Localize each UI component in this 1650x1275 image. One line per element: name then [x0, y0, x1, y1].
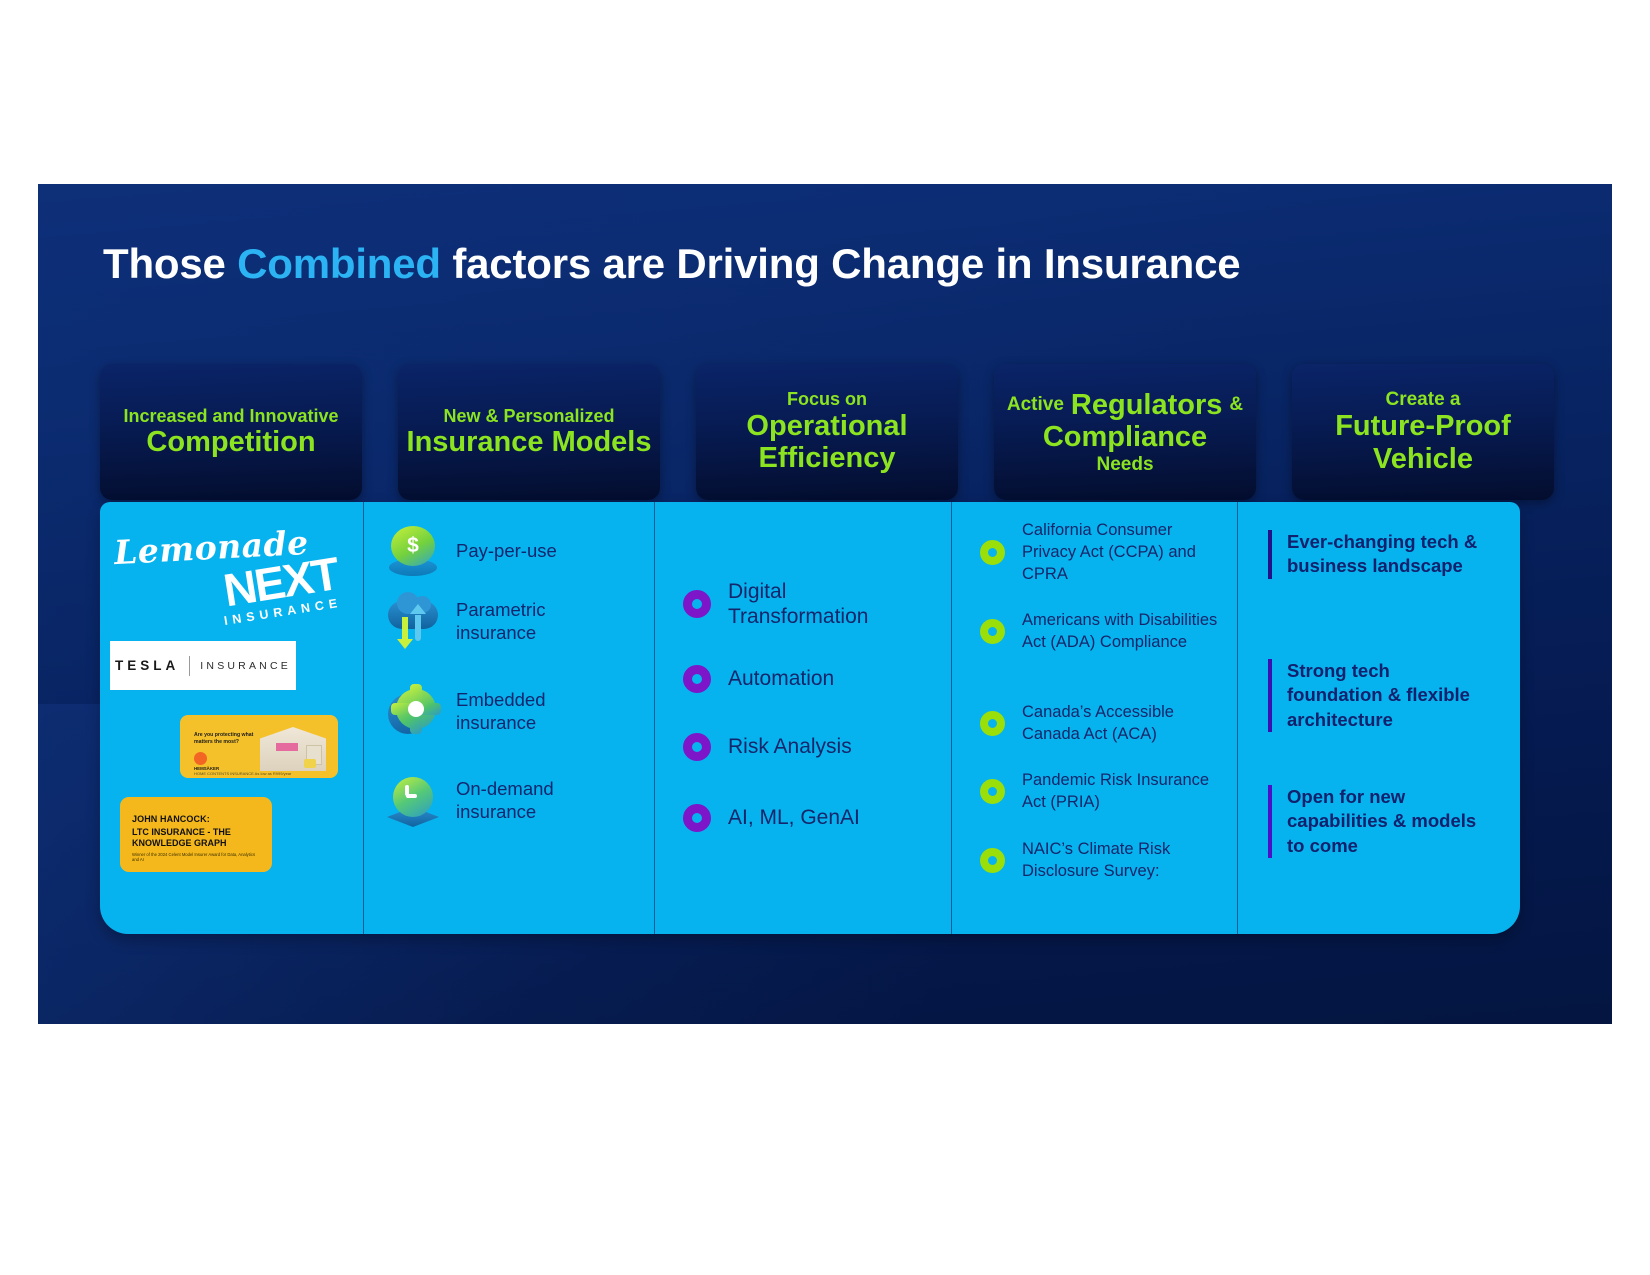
slide-canvas: Those Combined factors are Driving Chang… — [38, 184, 1612, 1024]
bullet-donut-icon — [980, 848, 1005, 874]
compliance-label: Canada’s Accessible Canada Act (ACA) — [1022, 703, 1174, 743]
ikea-headline: Are you protecting what matters the most… — [194, 732, 254, 746]
card-subtitle-needs: Needs — [1096, 453, 1154, 475]
hancock-subtitle: LTC INSURANCE - THE KNOWLEDGE GRAPH — [132, 827, 231, 848]
list-item[interactable]: Americans with Disabilities Act (ADA) Co… — [980, 610, 1230, 654]
ikea-hemsaker-ad: Are you protecting what matters the most… — [180, 715, 338, 778]
compliance-label: Pandemic Risk Insurance Act (PRIA) — [1022, 771, 1210, 811]
list-item[interactable]: $ Pay-per-use — [386, 524, 557, 578]
statement-item[interactable]: Open for new capabilities & models to co… — [1268, 785, 1487, 859]
bullet-donut-icon — [683, 804, 711, 832]
bullet-donut-icon — [980, 540, 1005, 566]
bullet-donut-icon — [683, 733, 711, 761]
efficiency-label: Risk Analysis — [728, 735, 852, 759]
compliance-label: Americans with Disabilities Act (ADA) Co… — [1022, 611, 1218, 651]
tesla-wordmark: TESLA — [115, 658, 180, 673]
hancock-title: JOHN HANCOCK: — [132, 814, 210, 824]
card-subtitle: Create a — [1385, 388, 1461, 410]
bullet-donut-icon — [683, 665, 711, 693]
efficiency-label: Automation — [728, 667, 835, 691]
header-card-future-proof[interactable]: Create a Future-Proof Vehicle — [1292, 364, 1554, 500]
card-subtitle: Focus on — [787, 389, 867, 410]
card-title-regulators: Regulators — [1070, 388, 1223, 421]
header-card-efficiency[interactable]: Focus on Operational Efficiency — [696, 364, 958, 500]
column-competition: Lemonade NEXT INSURANCE TESLA INSURANCE … — [100, 502, 363, 934]
gear-icon — [386, 684, 441, 739]
model-label: On-demand insurance — [456, 778, 554, 822]
list-item[interactable]: Automation — [683, 665, 923, 693]
bullet-donut-icon — [683, 590, 711, 619]
content-panel: Lemonade NEXT INSURANCE TESLA INSURANCE … — [100, 502, 1520, 934]
cloud-arrows-icon — [386, 592, 440, 649]
card-ampersand: & — [1229, 394, 1244, 416]
list-item[interactable]: Parametric insurance — [386, 592, 606, 649]
card-title: Operational Efficiency — [746, 409, 908, 475]
clock-icon — [386, 774, 440, 828]
list-item[interactable]: On-demand insurance — [386, 774, 606, 828]
header-card-models[interactable]: New & Personalized Insurance Models — [398, 364, 660, 500]
list-item[interactable]: Risk Analysis — [683, 733, 923, 761]
hancock-award-note: Winner of the 2024 Celent Model Insurer … — [132, 852, 256, 863]
column-compliance: California Consumer Privacy Act (CCPA) a… — [951, 502, 1237, 934]
title-part-2: factors are Driving Change in Insurance — [440, 240, 1241, 287]
bullet-donut-icon — [980, 779, 1005, 805]
ikea-product-name: HEMSÄKER — [194, 766, 220, 771]
card-title-compliance: Compliance — [1042, 421, 1208, 454]
model-label: Parametric insurance — [456, 599, 546, 643]
logo-divider — [189, 655, 191, 676]
bullet-donut-icon — [980, 711, 1005, 737]
list-item[interactable]: Digital Transformation — [683, 579, 923, 629]
compliance-label: NAIC’s Climate Risk Disclosure Survey: — [1022, 840, 1171, 880]
list-item[interactable]: Embedded insurance — [386, 684, 606, 739]
tesla-insurance-label: INSURANCE — [200, 659, 291, 672]
dollar-coin-icon: $ — [386, 524, 440, 578]
title-part-1: Those — [103, 240, 238, 287]
page-title: Those Combined factors are Driving Chang… — [103, 240, 1241, 288]
bullet-donut-icon — [980, 619, 1005, 645]
title-highlight: Combined — [237, 240, 441, 287]
ikea-logo-badge — [194, 752, 207, 765]
statement-item[interactable]: Strong tech foundation & flexible archit… — [1268, 659, 1487, 733]
compliance-label: California Consumer Privacy Act (CCPA) a… — [1022, 521, 1196, 583]
john-hancock-card: JOHN HANCOCK: LTC INSURANCE - THE KNOWLE… — [120, 797, 272, 872]
header-card-compliance[interactable]: Active Regulators & Compliance Needs — [994, 364, 1256, 500]
card-subtitle: New & Personalized — [443, 405, 615, 426]
next-insurance-logo: NEXT INSURANCE — [216, 547, 343, 628]
house-detail-furniture — [304, 759, 316, 768]
ikea-product-subtitle: HOME CONTENTS INSURANCE As low as R999/y… — [194, 771, 292, 776]
efficiency-label: AI, ML, GenAI — [728, 806, 860, 830]
list-item[interactable]: NAIC’s Climate Risk Disclosure Survey: — [980, 839, 1230, 883]
card-subtitle: Increased and Innovative — [123, 405, 339, 426]
column-efficiency: Digital Transformation Automation Risk A… — [654, 502, 951, 934]
header-card-competition[interactable]: Increased and Innovative Competition — [100, 364, 362, 500]
column-models: $ Pay-per-use Parametric insurance Embed… — [363, 502, 654, 934]
tesla-insurance-logo: TESLA INSURANCE — [110, 641, 296, 690]
house-detail-shelf — [276, 743, 298, 751]
efficiency-label: Digital Transformation — [728, 580, 869, 629]
column-future-proof: Ever-changing tech & business landscape … — [1237, 502, 1520, 934]
card-subtitle-active: Active — [1006, 394, 1064, 416]
header-card-row: Increased and Innovative Competition New… — [100, 364, 1554, 504]
list-item[interactable]: AI, ML, GenAI — [683, 804, 923, 832]
list-item[interactable]: California Consumer Privacy Act (CCPA) a… — [980, 520, 1230, 585]
model-label: Embedded insurance — [456, 689, 546, 733]
card-title: Insurance Models — [406, 425, 652, 458]
card-title: Future-Proof Vehicle — [1335, 410, 1511, 475]
list-item[interactable]: Pandemic Risk Insurance Act (PRIA) — [980, 770, 1235, 814]
card-title: Competition — [146, 425, 316, 458]
model-label: Pay-per-use — [456, 539, 557, 561]
statement-item[interactable]: Ever-changing tech & business landscape — [1268, 530, 1487, 579]
list-item[interactable]: Canada’s Accessible Canada Act (ACA) — [980, 702, 1230, 746]
